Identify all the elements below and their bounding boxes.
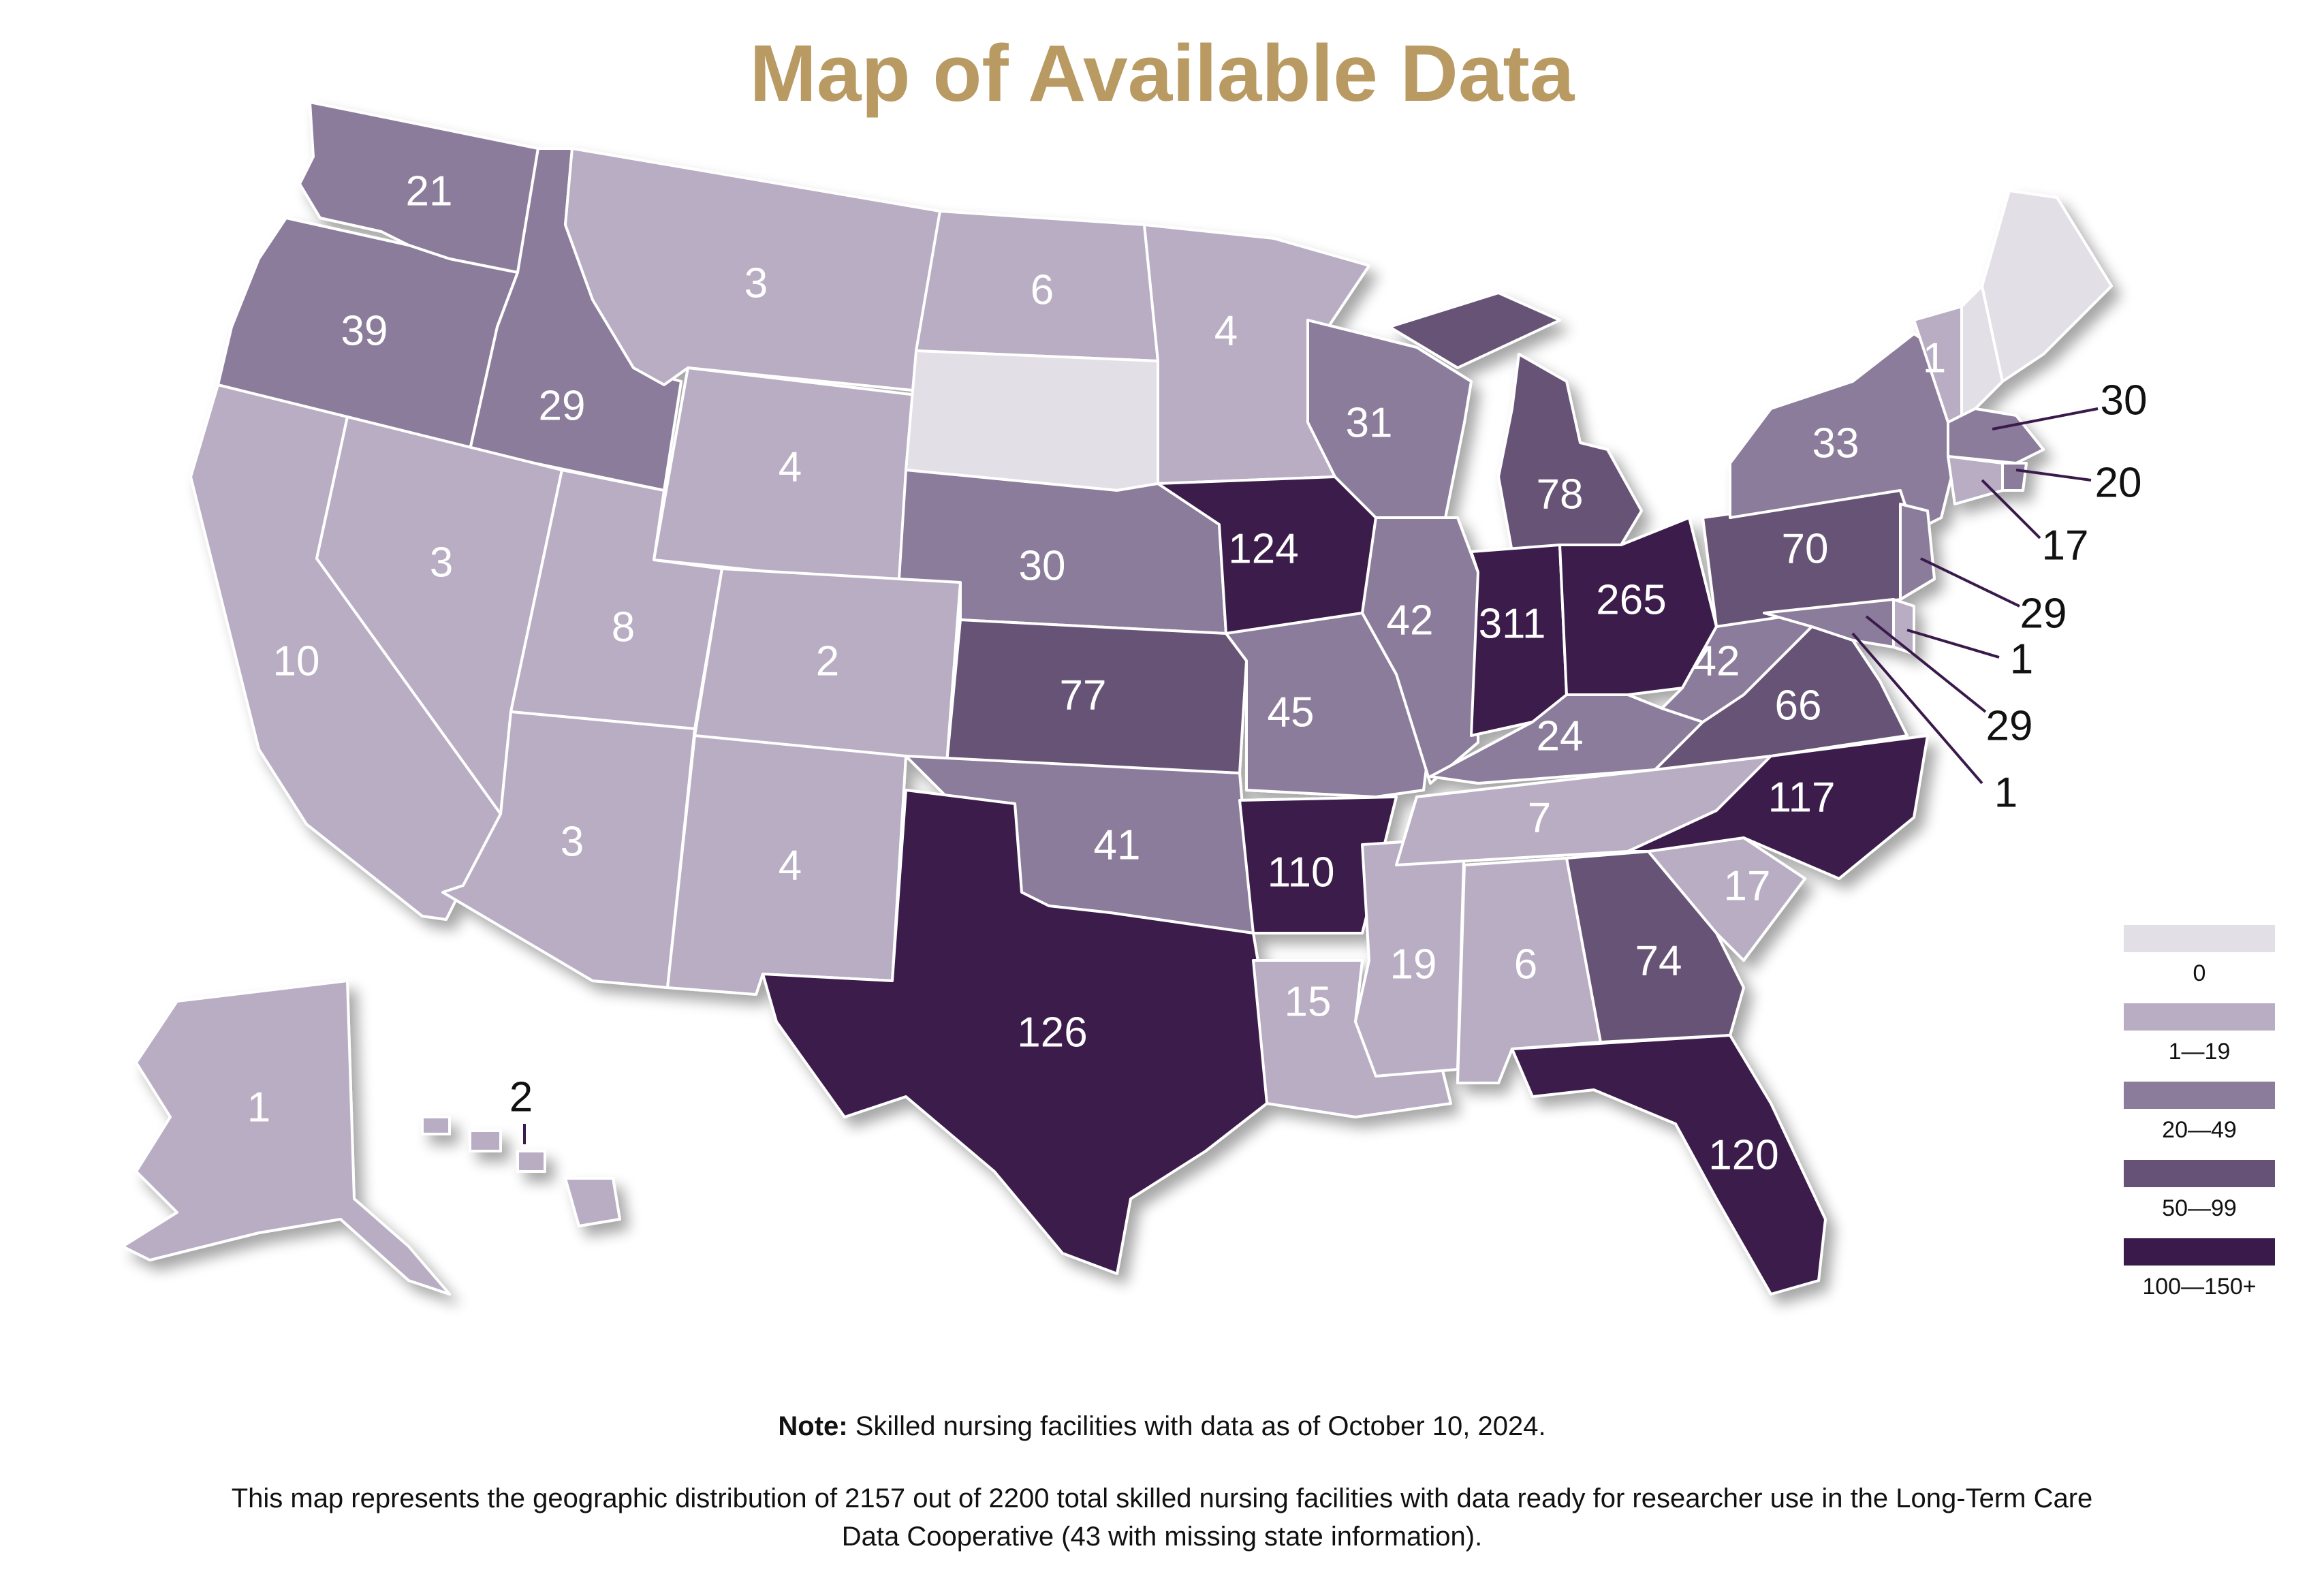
state-value-pa: 70 xyxy=(1782,525,1829,572)
state-value-ct: 17 xyxy=(2042,522,2089,569)
leader-line-de xyxy=(1906,629,2000,659)
leader-line-nj xyxy=(1920,557,2020,608)
state-value-nc: 117 xyxy=(1768,774,1836,821)
state-value-ks: 77 xyxy=(1060,672,1107,719)
state-value-in: 311 xyxy=(1479,600,1546,647)
state-value-mn: 4 xyxy=(1214,307,1238,354)
state-value-ak: 1 xyxy=(247,1084,270,1131)
state-value-vt: 1 xyxy=(1923,334,1946,381)
state-value-mo: 45 xyxy=(1268,689,1315,736)
state-value-ri: 20 xyxy=(2095,459,2142,506)
state-ar xyxy=(1238,796,1398,934)
state-value-co: 2 xyxy=(816,638,839,685)
state-ak xyxy=(121,979,451,1295)
state-value-id: 29 xyxy=(539,382,586,429)
legend-swatch xyxy=(2124,1082,2275,1109)
leader-line-ma xyxy=(1992,407,2099,430)
legend-label: 20—49 xyxy=(2162,1117,2237,1143)
state-value-fl: 120 xyxy=(1708,1131,1778,1178)
state-value-wy: 4 xyxy=(779,443,802,490)
state-nc xyxy=(1627,734,1929,880)
state-nh xyxy=(1960,285,2004,417)
state-value-ar: 110 xyxy=(1268,849,1335,896)
state-value-dc: 1 xyxy=(1994,769,2017,816)
legend-label: 50—99 xyxy=(2162,1195,2237,1221)
legend-swatch xyxy=(2124,1003,2275,1031)
state-value-oh: 265 xyxy=(1596,576,1666,623)
state-value-al: 6 xyxy=(1514,941,1537,988)
note: Note: Skilled nursing facilities with da… xyxy=(0,1411,2324,1442)
state-nj xyxy=(1899,503,1936,601)
state-value-tn: 7 xyxy=(1528,794,1551,841)
state-value-ky: 24 xyxy=(1537,712,1584,759)
state-tx xyxy=(761,789,1268,1275)
leader-line-ri xyxy=(2015,469,2092,482)
state-value-ut: 8 xyxy=(612,603,635,650)
state-value-mt: 3 xyxy=(744,260,768,307)
state-value-hi: 2 xyxy=(509,1073,533,1120)
state-value-ma: 30 xyxy=(2101,377,2148,424)
state-value-la: 15 xyxy=(1285,978,1332,1025)
note-text: Skilled nursing facilities with data as … xyxy=(847,1411,1546,1441)
state-hi xyxy=(421,1116,621,1227)
state-value-nv: 3 xyxy=(430,539,453,586)
state-ri xyxy=(2001,462,2028,492)
map-description: This map represents the geographic distr… xyxy=(231,1483,2093,1552)
us-map: 2139102933483246307741126412445110153142… xyxy=(121,101,2148,1295)
state-md xyxy=(1763,598,1895,648)
legend-label: 100—150+ xyxy=(2142,1274,2257,1300)
leader-line-md xyxy=(1865,615,1987,713)
state-value-mi: 78 xyxy=(1537,471,1584,518)
state-value-wa: 21 xyxy=(406,168,453,215)
state-value-or: 39 xyxy=(341,307,388,354)
state-value-nd: 6 xyxy=(1031,266,1054,313)
state-value-sc: 17 xyxy=(1724,862,1771,909)
legend-swatch xyxy=(2124,925,2275,952)
state-ks xyxy=(945,618,1248,774)
leader-line-dc xyxy=(1851,632,1983,785)
state-value-ok: 41 xyxy=(1094,821,1141,868)
leader-line-ct xyxy=(1981,479,2041,539)
legend-label: 0 xyxy=(2193,960,2206,986)
state-fl xyxy=(1511,1034,1827,1295)
state-value-ms: 19 xyxy=(1390,941,1437,988)
map-title: Map of Available Data xyxy=(749,29,1575,119)
state-value-nj: 29 xyxy=(2020,590,2067,637)
legend-label: 1—19 xyxy=(2168,1039,2231,1065)
state-value-tx: 126 xyxy=(1017,1009,1087,1056)
state-value-ny: 33 xyxy=(1812,420,1859,467)
legend-swatch xyxy=(2124,1160,2275,1187)
state-sd xyxy=(905,349,1159,492)
state-mi xyxy=(1388,292,1643,553)
state-value-de: 1 xyxy=(2010,635,2033,682)
legend-swatch xyxy=(2124,1238,2275,1266)
state-value-md: 29 xyxy=(1986,702,2033,749)
state-ct xyxy=(1947,455,2004,505)
state-value-wi: 31 xyxy=(1346,399,1393,446)
state-value-ia: 124 xyxy=(1228,525,1298,572)
state-value-az: 3 xyxy=(561,818,584,865)
state-value-va: 66 xyxy=(1775,682,1822,729)
state-value-ga: 74 xyxy=(1635,937,1682,984)
state-value-il: 42 xyxy=(1387,597,1434,644)
state-value-wv: 42 xyxy=(1693,638,1740,685)
note-label: Note: xyxy=(778,1411,848,1441)
state-value-ca: 10 xyxy=(273,638,320,685)
state-me xyxy=(1981,189,2113,383)
state-value-nm: 4 xyxy=(779,842,802,889)
state-value-ne: 30 xyxy=(1019,542,1066,589)
state-ma xyxy=(1947,407,2045,465)
